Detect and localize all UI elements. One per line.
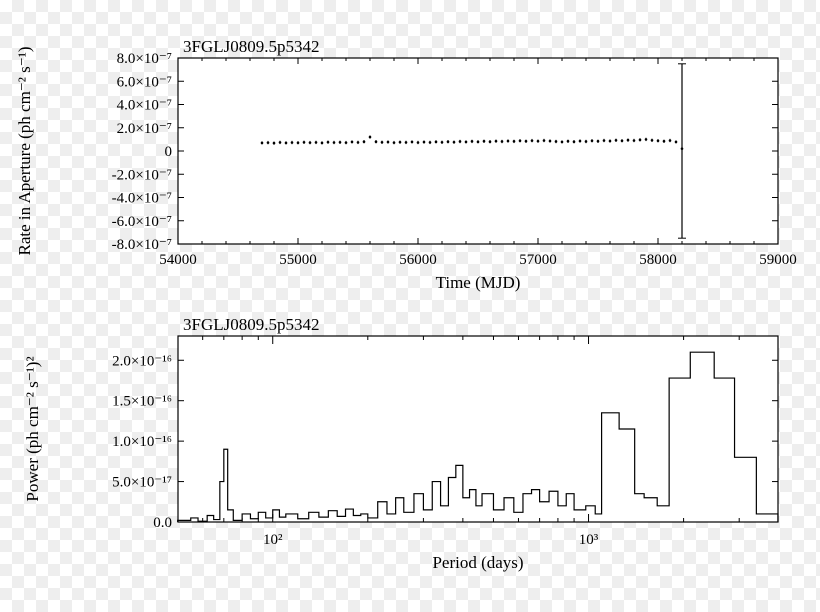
ytick-label: 5.0×10⁻¹⁷ xyxy=(112,475,172,491)
bot-title: 3FGLJ0809.5p5342 xyxy=(183,315,319,334)
ytick-label: 2.0×10⁻¹⁶ xyxy=(112,353,172,369)
ytick-label: 2.0×10⁻⁷ xyxy=(117,121,172,137)
xtick-label: 58000 xyxy=(639,252,677,268)
ytick-label: 0.0 xyxy=(153,515,172,531)
top-title: 3FGLJ0809.5p5342 xyxy=(183,37,319,56)
ytick-label: 0 xyxy=(165,144,173,160)
bot-xlabel: Period (days) xyxy=(432,553,523,572)
top-xlabel: Time (MJD) xyxy=(436,273,521,292)
top-ylabel: Rate in Aperture (ph cm⁻² s⁻¹) xyxy=(15,47,34,256)
ytick-label: 4.0×10⁻⁷ xyxy=(117,98,172,114)
ytick-label: 1.5×10⁻¹⁶ xyxy=(112,394,172,410)
xtick-label: 57000 xyxy=(519,252,557,268)
ytick-label: 1.0×10⁻¹⁶ xyxy=(112,434,172,450)
ytick-label: -4.0×10⁻⁷ xyxy=(112,191,172,207)
bot-ylabel: Power (ph cm⁻² s⁻¹)² xyxy=(23,356,42,501)
xtick-label: 10² xyxy=(263,532,283,548)
xtick-label: 56000 xyxy=(399,252,437,268)
ytick-label: 6.0×10⁻⁷ xyxy=(117,74,172,90)
ytick-label: 8.0×10⁻⁷ xyxy=(117,51,172,67)
ytick-label: -6.0×10⁻⁷ xyxy=(112,214,172,230)
xtick-label: 59000 xyxy=(759,252,797,268)
xtick-label: 54000 xyxy=(159,252,197,268)
ytick-label: -2.0×10⁻⁷ xyxy=(112,167,172,183)
chart-svg: -8.0×10⁻⁷ -6.0×10⁻⁷ -4.0×10⁻⁷ -2.0×10⁻⁷ 0 2.0… xyxy=(0,0,820,612)
xtick-label: 10³ xyxy=(579,532,599,548)
ytick-label: -8.0×10⁻⁷ xyxy=(112,237,172,253)
xtick-label: 55000 xyxy=(279,252,317,268)
